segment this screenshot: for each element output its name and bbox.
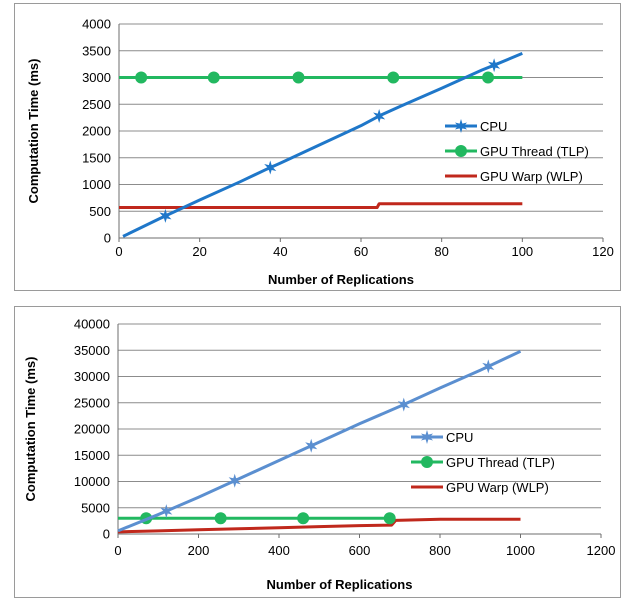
y-tick-label: 3000	[82, 70, 111, 85]
marker-cpu	[159, 208, 172, 223]
marker-gpu-thread-tlp	[207, 71, 220, 84]
marker-cpu	[264, 160, 277, 175]
y-axis-title: Computation Time (ms)	[23, 357, 38, 502]
series-line-cpu	[117, 349, 522, 533]
y-tick-label: 1500	[82, 150, 111, 165]
marker-cpu	[305, 438, 318, 453]
x-tick-label: 120	[592, 244, 614, 259]
marker-gpu-thread-tlp	[383, 512, 396, 525]
y-tick-label: 2500	[82, 97, 111, 112]
y-tick-label: 0	[104, 231, 111, 246]
y-tick-label: 25000	[74, 395, 110, 410]
x-tick-label: 20	[192, 244, 206, 259]
legend-marker-cpu	[454, 119, 468, 133]
y-tick-label: 5000	[81, 500, 110, 515]
chart-top-svg: 0 500 1000 1500 2000 2500 3000 3500 4000 0 20 40 60 8…	[26, 17, 614, 288]
y-tick-label: 0	[103, 527, 110, 542]
x-tick-label: 400	[268, 543, 290, 558]
y-tick-label: 20000	[74, 422, 110, 437]
legend-marker-cpu	[420, 430, 434, 444]
chart-bottom-svg: 0500010000150002000025000300003500040000…	[23, 317, 616, 593]
marker-cpu	[228, 473, 241, 488]
marker-gpu-thread-tlp	[482, 71, 495, 84]
y-tick-label: 10000	[74, 474, 110, 489]
y-tick-label: 30000	[74, 369, 110, 384]
marker-cpu	[160, 504, 173, 519]
legend-label-gpu-warp-wlp: GPU Warp (WLP)	[446, 480, 549, 495]
y-axis-title: Computation Time (ms)	[26, 59, 41, 204]
marker-cpu	[397, 397, 410, 412]
y-tick-label: 40000	[74, 317, 110, 332]
y-tick-label: 35000	[74, 343, 110, 358]
x-tick-label: 60	[354, 244, 368, 259]
y-tick-label: 2000	[82, 124, 111, 139]
chart-panel-bottom: 0 5000 10000 15000 20000 25000 30000 35000 40000…	[14, 306, 621, 598]
y-tick-label: 4000	[82, 17, 111, 32]
marker-cpu	[373, 109, 386, 124]
x-tick-label: 200	[188, 543, 210, 558]
legend-label-gpu-thread-tlp: GPU Thread (TLP)	[480, 144, 589, 159]
legend-marker-gpu-thread-tlp	[455, 145, 467, 157]
x-tick-label: 0	[114, 543, 121, 558]
x-tick-label: 800	[429, 543, 451, 558]
x-axis-title: Number of Replications	[267, 577, 413, 592]
series-line-gpu-warp-wlp	[117, 517, 521, 534]
legend-label-gpu-warp-wlp: GPU Warp (WLP)	[480, 169, 583, 184]
legend-label-cpu: CPU	[480, 119, 507, 134]
chart-panel-top: 0 500 1000 1500 2000 2500 3000 3500 4000 0 20 40 60 8…	[14, 3, 621, 291]
x-tick-label: 1000	[506, 543, 535, 558]
y-tick-label: 1000	[82, 177, 111, 192]
y-tick-label: 15000	[74, 448, 110, 463]
x-tick-label: 0	[115, 244, 122, 259]
x-axis-title: Number of Replications	[268, 272, 414, 287]
marker-gpu-thread-tlp	[214, 512, 227, 525]
x-tick-label: 1200	[587, 543, 616, 558]
marker-gpu-thread-tlp	[297, 512, 310, 525]
legend-label-gpu-thread-tlp: GPU Thread (TLP)	[446, 455, 555, 470]
series-line-cpu	[122, 52, 523, 238]
x-tick-label: 600	[349, 543, 371, 558]
marker-cpu	[482, 359, 495, 374]
y-tick-label: 3500	[82, 43, 111, 58]
legend-label-cpu: CPU	[446, 430, 473, 445]
legend-marker-gpu-thread-tlp	[421, 456, 433, 468]
marker-cpu	[488, 58, 501, 73]
marker-gpu-thread-tlp	[292, 71, 305, 84]
y-tick-label: 500	[89, 204, 111, 219]
marker-gpu-thread-tlp	[135, 71, 148, 84]
x-tick-label: 40	[273, 244, 287, 259]
series-line-gpu-warp-wlp	[119, 202, 523, 209]
x-tick-label: 100	[511, 244, 533, 259]
x-tick-label: 80	[434, 244, 448, 259]
marker-gpu-thread-tlp	[387, 71, 400, 84]
